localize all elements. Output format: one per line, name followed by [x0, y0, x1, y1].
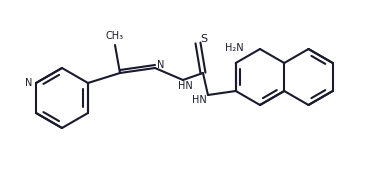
- Text: S: S: [200, 34, 207, 44]
- Text: H₂N: H₂N: [225, 43, 244, 53]
- Text: CH₃: CH₃: [106, 31, 124, 41]
- Text: HN: HN: [178, 81, 192, 91]
- Text: N: N: [25, 78, 33, 88]
- Text: HN: HN: [192, 95, 206, 105]
- Text: N: N: [157, 60, 164, 70]
